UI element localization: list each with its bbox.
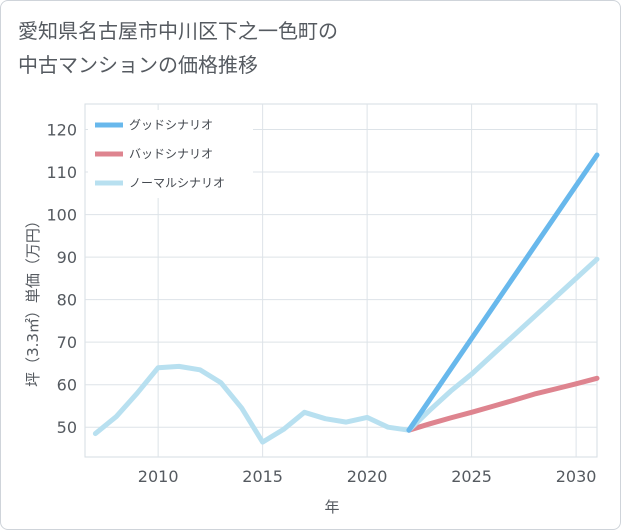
series-line-normal-scenario [92,256,600,445]
x-tick-2020: 2020 [347,467,388,486]
x-tick-2015: 2015 [242,467,283,486]
y-tick-60: 60 [57,376,77,395]
legend-label-good-scenario: グッドシナリオ [129,118,213,132]
y-tick-100: 100 [46,206,77,225]
y-tick-80: 80 [57,291,77,310]
series-line-good-scenario [406,152,600,433]
chart-title: 愛知県名古屋市中川区下之一色町の 中古マンションの価格推移 [18,14,338,82]
y-axis-label: 坪（3.3㎡）単価（万円） [24,213,42,387]
x-tick-2025: 2025 [451,467,492,486]
legend-label-normal-scenario: ノーマルシナリオ [129,176,225,190]
x-tick-2010: 2010 [138,467,179,486]
x-tick-2030: 2030 [556,467,597,486]
y-tick-50: 50 [57,418,77,437]
chart-title-line1: 愛知県名古屋市中川区下之一色町の [18,19,338,43]
tick-labels: 50 60 70 80 90 100 110 120 2010 2015 2020 2025 2030 [46,121,596,486]
y-tick-110: 110 [46,163,77,182]
y-tick-70: 70 [57,333,77,352]
legend-label-bad-scenario: バッドシナリオ [129,147,213,161]
series-layer [92,152,600,445]
y-tick-120: 120 [46,121,77,140]
x-axis-label: 年 [324,498,339,516]
chart-title-line2: 中古マンションの価格推移 [18,53,258,77]
series-line-bad-scenario [406,375,600,433]
y-tick-90: 90 [57,248,77,267]
